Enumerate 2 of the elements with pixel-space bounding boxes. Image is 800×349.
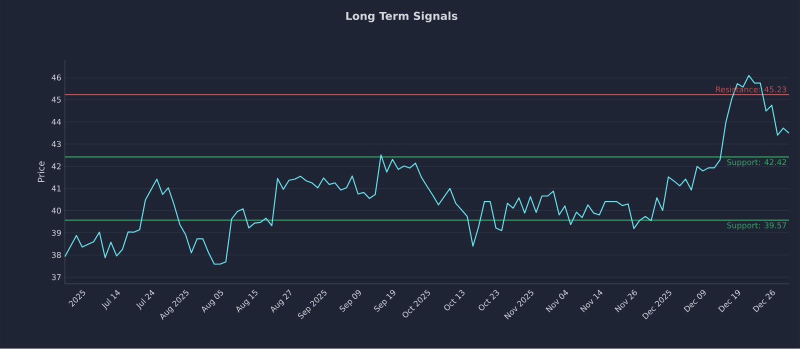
y-axis-title: Price (38, 162, 44, 182)
chart-title: Long Term Signals (346, 12, 458, 22)
